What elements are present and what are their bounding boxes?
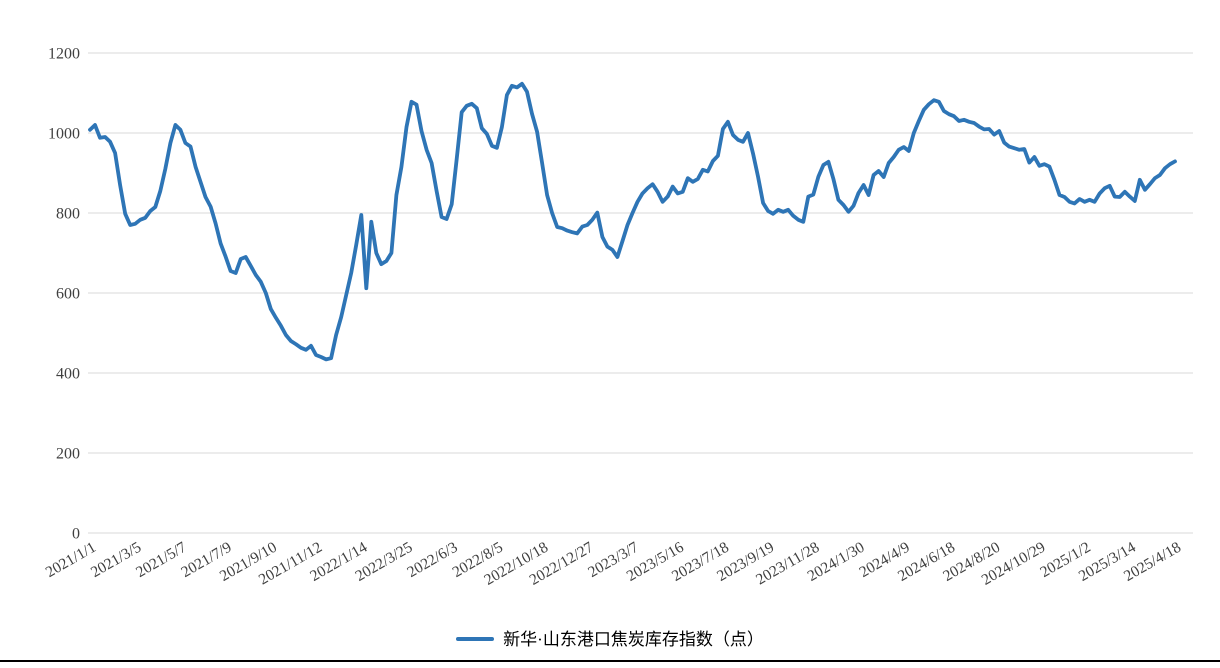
y-axis-labels: 0 200 400 600 800 1000 1200: [48, 46, 80, 543]
y-tick-label: 200: [56, 446, 80, 463]
y-tick-label: 0: [72, 526, 80, 543]
y-tick-label: 1000: [48, 126, 80, 143]
y-tick-label: 800: [56, 206, 80, 223]
x-tick-label: 2021/5/7: [133, 539, 189, 581]
y-tick-label: 600: [56, 286, 80, 303]
x-tick-label: 2022/6/3: [404, 539, 460, 581]
legend-line-marker: [456, 636, 495, 642]
x-tick-label: 2021/1/1: [43, 539, 99, 581]
bottom-border-line: [0, 660, 1220, 662]
y-tick-label: 1200: [48, 46, 80, 63]
legend: 新华·山东港口焦炭库存指数（点）: [0, 627, 1220, 651]
series-line: [88, 81, 1177, 362]
y-tick-label: 400: [56, 366, 80, 383]
x-axis-labels: 2021/1/12021/3/52021/5/72021/7/92021/9/1…: [43, 539, 1184, 589]
legend-label: 新华·山东港口焦炭库存指数（点）: [503, 629, 764, 649]
x-tick-label: 2021/3/5: [88, 539, 144, 581]
gridlines: [88, 52, 1193, 534]
